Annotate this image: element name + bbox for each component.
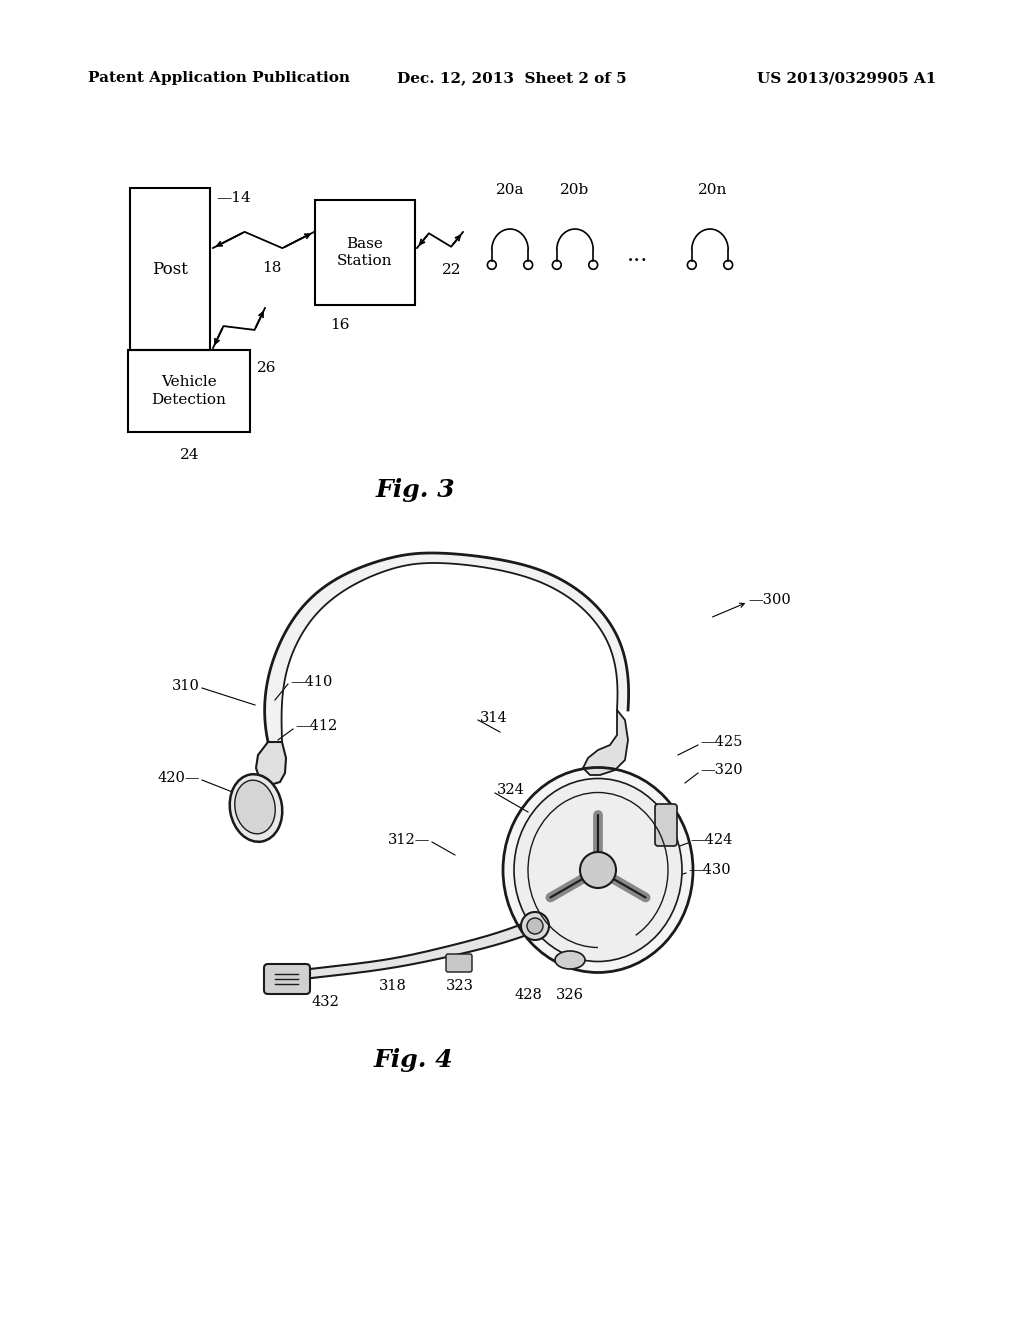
Polygon shape xyxy=(264,553,629,742)
Text: 16: 16 xyxy=(330,318,349,333)
FancyBboxPatch shape xyxy=(446,954,472,972)
Text: —425: —425 xyxy=(700,735,742,748)
Text: 20a: 20a xyxy=(496,183,524,197)
Text: Dec. 12, 2013  Sheet 2 of 5: Dec. 12, 2013 Sheet 2 of 5 xyxy=(397,71,627,84)
Text: 314: 314 xyxy=(480,711,508,725)
Ellipse shape xyxy=(234,780,275,834)
FancyBboxPatch shape xyxy=(655,804,677,846)
Text: 310: 310 xyxy=(172,678,200,693)
Text: —412: —412 xyxy=(295,719,337,733)
Text: US 2013/0329905 A1: US 2013/0329905 A1 xyxy=(757,71,936,84)
Text: 318: 318 xyxy=(379,979,407,993)
Text: 26: 26 xyxy=(257,360,276,375)
Text: —424: —424 xyxy=(690,833,732,847)
Polygon shape xyxy=(256,742,286,785)
Polygon shape xyxy=(583,710,628,775)
Text: Fig. 4: Fig. 4 xyxy=(373,1048,453,1072)
Polygon shape xyxy=(303,920,535,979)
Ellipse shape xyxy=(514,779,682,961)
Text: —14: —14 xyxy=(216,191,251,205)
Text: —320: —320 xyxy=(700,763,742,777)
Text: 312—: 312— xyxy=(388,833,430,847)
Text: 22: 22 xyxy=(442,263,462,277)
Text: Fig. 3: Fig. 3 xyxy=(375,478,455,502)
Ellipse shape xyxy=(555,950,585,969)
Ellipse shape xyxy=(503,767,693,973)
Text: 428: 428 xyxy=(514,987,542,1002)
Text: 20n: 20n xyxy=(698,183,728,197)
Text: 20b: 20b xyxy=(560,183,590,197)
Ellipse shape xyxy=(229,775,283,842)
Text: 432: 432 xyxy=(311,995,339,1008)
Bar xyxy=(315,201,415,305)
Text: Vehicle
Detection: Vehicle Detection xyxy=(152,375,226,407)
Text: —410: —410 xyxy=(290,675,333,689)
Text: Base
Station: Base Station xyxy=(337,236,393,268)
Bar xyxy=(128,350,250,432)
Text: 326: 326 xyxy=(556,987,584,1002)
Text: 24: 24 xyxy=(180,447,200,462)
Text: ...: ... xyxy=(628,244,648,267)
Text: 324: 324 xyxy=(497,783,525,797)
Text: 323: 323 xyxy=(446,979,474,993)
Circle shape xyxy=(580,851,616,888)
Text: 18: 18 xyxy=(262,261,282,275)
Text: —300: —300 xyxy=(748,593,791,607)
Circle shape xyxy=(521,912,549,940)
Text: Post: Post xyxy=(152,260,188,277)
Circle shape xyxy=(527,917,543,935)
Text: Patent Application Publication: Patent Application Publication xyxy=(88,71,350,84)
Bar xyxy=(130,187,210,350)
FancyBboxPatch shape xyxy=(264,964,310,994)
Text: 420—: 420— xyxy=(158,771,200,785)
Text: —430: —430 xyxy=(688,863,731,876)
